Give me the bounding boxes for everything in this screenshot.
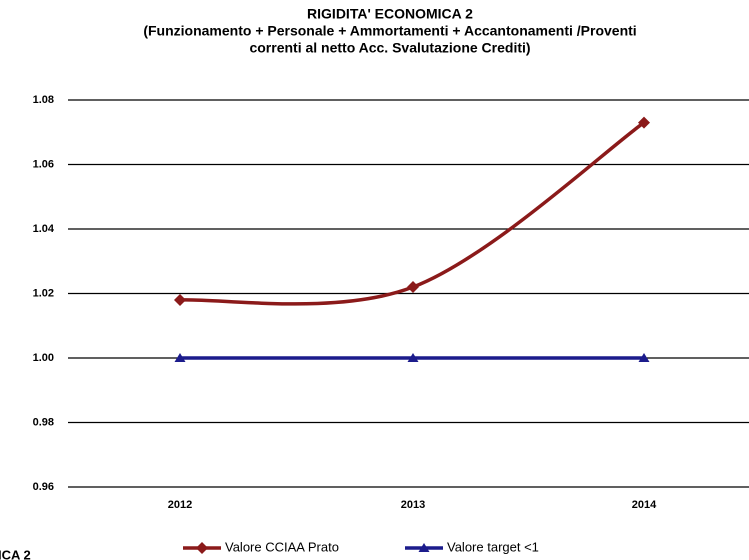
marker: [174, 353, 186, 362]
x-tick-label: 2014: [632, 499, 657, 511]
legend-label: Valore CCIAA Prato: [225, 539, 339, 554]
y-tick-label: 0.98: [33, 416, 54, 428]
y-tick-label: 0.96: [33, 481, 54, 493]
marker: [418, 543, 430, 552]
y-tick-label: 1.02: [33, 287, 54, 299]
chart-title: RIGIDITA' ECONOMICA 2: [307, 6, 473, 22]
marker: [174, 293, 186, 306]
y-tick-label: 1.06: [33, 158, 54, 170]
marker: [407, 353, 419, 362]
fragment-text: ICA 2: [0, 547, 31, 560]
y-tick-label: 1.04: [33, 223, 55, 235]
series-line: [179, 121, 646, 306]
y-tick-label: 1.08: [33, 94, 54, 106]
marker: [638, 116, 650, 129]
marker: [407, 281, 419, 294]
x-tick-label: 2012: [168, 499, 192, 511]
legend-label: Valore target <1: [447, 539, 539, 554]
marker: [638, 353, 650, 362]
x-tick-label: 2013: [401, 499, 425, 511]
chart-subtitle: correnti al netto Acc. Svalutazione Cred…: [249, 40, 530, 56]
y-tick-label: 1.00: [33, 352, 54, 364]
chart-subtitle: (Funzionamento + Personale + Ammortament…: [143, 23, 636, 39]
marker: [196, 542, 208, 554]
